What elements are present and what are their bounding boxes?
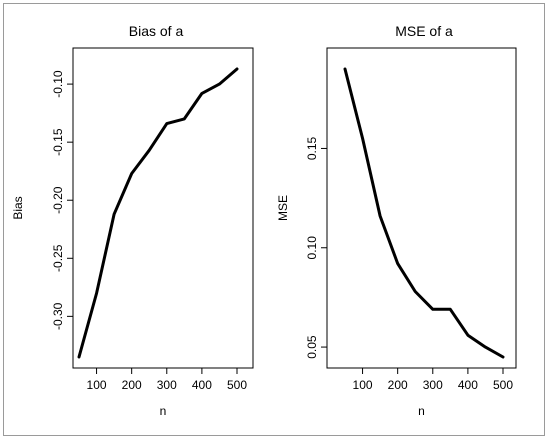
chart-title: MSE of a: [395, 23, 453, 39]
x-tick-label: 500: [227, 378, 247, 392]
y-tick-label: 0.10: [305, 236, 319, 260]
series-line: [77, 67, 239, 359]
x-tick-label: 100: [87, 378, 107, 392]
x-axis-label: n: [418, 404, 425, 418]
plot-box: [72, 47, 254, 369]
x-tick-label: 300: [157, 378, 177, 392]
plot-box: [326, 47, 517, 369]
x-tick-label: 400: [192, 378, 212, 392]
figure-frame: [3, 3, 545, 436]
y-tick-label: 0.15: [305, 136, 319, 160]
y-axis-label: Bias: [11, 196, 25, 219]
y-tick-label: -0.25: [51, 244, 65, 272]
y-tick-label: -0.10: [51, 70, 65, 98]
x-tick-label: 400: [458, 378, 478, 392]
x-tick-label: 300: [423, 378, 443, 392]
x-tick-label: 100: [353, 378, 373, 392]
y-tick-label: -0.15: [51, 128, 65, 156]
y-tick-label: 0.05: [305, 335, 319, 359]
series-line: [343, 67, 505, 359]
y-tick-label: -0.30: [51, 302, 65, 330]
x-axis-label: n: [160, 404, 167, 418]
x-tick-label: 200: [388, 378, 408, 392]
x-tick-label: 200: [122, 378, 142, 392]
bias-panel: Bias of a 100 200 300 400 500 -0.30 -0.25 -0.20 -…: [11, 23, 254, 418]
mse-panel: MSE of a 100 200 300 400 500 0.05 0.10 0.15 n MSE: [276, 23, 517, 418]
y-axis-label: MSE: [276, 195, 290, 221]
y-tick-label: -0.20: [51, 186, 65, 214]
chart-title: Bias of a: [129, 23, 184, 39]
x-tick-label: 500: [493, 378, 513, 392]
